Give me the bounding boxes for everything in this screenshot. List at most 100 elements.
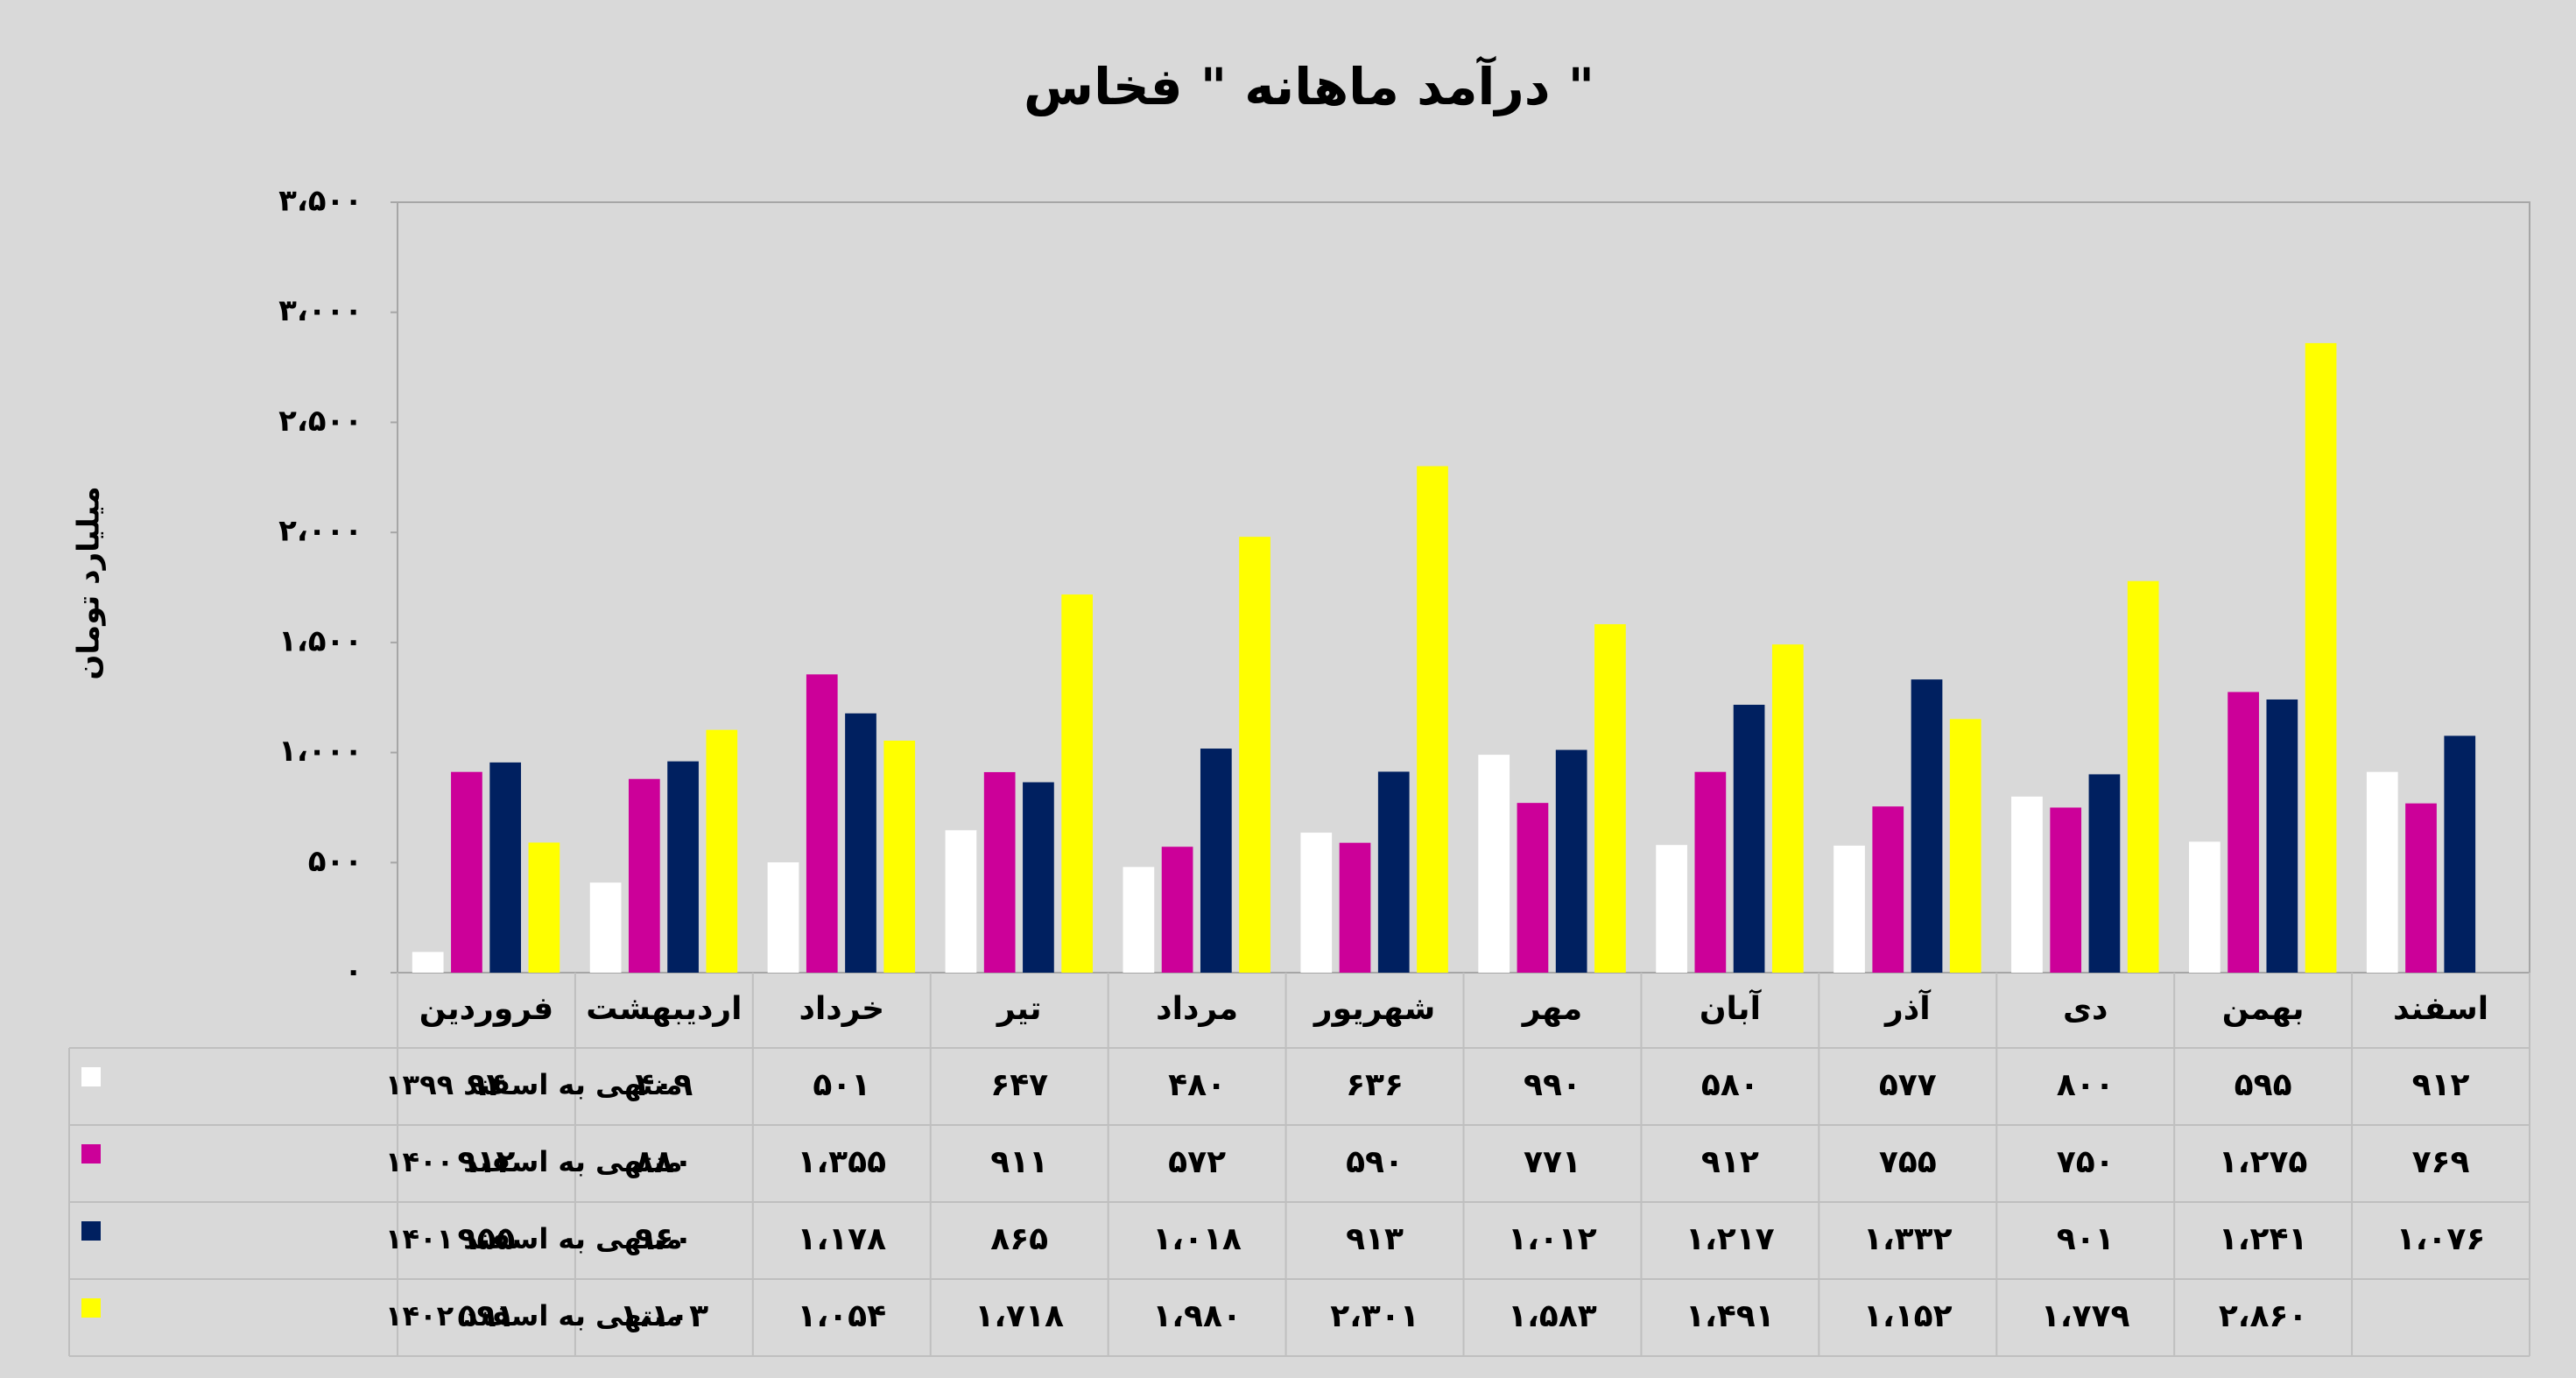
bar [845,713,876,973]
bar [1555,749,1587,973]
x-tick-label: خرداد [799,991,884,1027]
legend-swatch [81,1298,101,1318]
bar [1911,679,1943,973]
table-cell: ۱،۲۷۵ [2219,1144,2308,1180]
table-cell: ۱،۹۸۰ [1152,1298,1242,1334]
x-tick-label: آبان [1700,988,1763,1027]
table-cell: ۵۹۱ [457,1298,515,1334]
bar [883,740,916,973]
table-cell: ۱،۲۱۷ [1686,1221,1775,1257]
y-tick-label: ۲،۰۰۰ [278,514,362,549]
bar [412,952,444,973]
bar [1161,847,1193,973]
bar [2011,796,2043,973]
x-tick-label: شهریور [1313,991,1435,1027]
table-cell: ۷۶۹ [2412,1144,2470,1180]
table-cell: ۱،۳۵۵ [798,1144,887,1180]
table-cell: ۱،۷۱۸ [975,1298,1064,1334]
bar [628,778,660,973]
table-cell: ۹۴ [467,1067,505,1103]
x-tick-label: فروردین [419,991,553,1027]
table-cell: ۶۳۶ [1346,1067,1404,1103]
bar [806,674,838,973]
table-cell: ۱،۲۴۱ [2219,1221,2308,1257]
bar [1339,842,1371,973]
y-tick-label: ۳،۵۰۰ [278,184,362,219]
table-cell: ۷۵۵ [1879,1144,1937,1180]
table-cell: ۵۹۰ [1346,1144,1404,1180]
table-cell: ۹۱۱ [990,1144,1048,1180]
table-cell: ۹۱۳ [1346,1221,1404,1257]
bar [1123,867,1155,973]
bar [1377,771,1410,973]
table-cell: ۱،۰۱۸ [1152,1221,1242,1257]
bar [2444,735,2476,973]
table-cell: ۵۷۲ [1168,1144,1226,1180]
y-axis-label: میلیارد تومان [72,486,107,679]
bar [767,862,799,973]
x-tick-label: مرداد [1156,991,1238,1027]
bar [2088,774,2121,973]
bar [1061,594,1094,973]
table-cell: ۱،۱۰۳ [620,1298,709,1334]
bar [1833,845,1865,973]
table-cell: ۹۱۲ [1701,1144,1759,1180]
table-cell: ۷۵۰ [2057,1144,2115,1180]
x-tick-label: تیر [996,991,1042,1027]
table-cell: ۸۶۵ [990,1221,1048,1257]
table-cell: ۵۰۱ [813,1067,870,1103]
bar [2405,803,2437,973]
bar [1023,782,1054,973]
x-tick-label: مهر [1521,991,1582,1027]
table-cell: ۹۶۰ [635,1221,693,1257]
bar [2266,699,2298,973]
bar [1300,833,1333,973]
x-tick-label: آذر [1883,988,1932,1027]
y-tick-label: ۵۰۰ [308,844,362,879]
legend-swatch [81,1144,101,1164]
bar [667,761,699,973]
bar [1417,466,1448,973]
bar [1517,803,1549,973]
bar [1239,537,1270,973]
table-cell: ۱،۷۷۹ [2041,1298,2130,1334]
legend-label: منتهی به اسفند ۱۳۹۹ [385,1068,682,1101]
table-cell: ۱،۱۷۸ [798,1221,887,1257]
bar [1200,749,1232,973]
bar [1594,623,1626,973]
table-cell: ۴۸۰ [1168,1067,1226,1103]
table-cell: ۱،۱۵۲ [1863,1298,1953,1334]
y-tick-label: ۳،۰۰۰ [278,293,362,328]
table-cell: ۴۰۹ [635,1067,693,1103]
table-cell: ۱،۵۸۳ [1508,1298,1597,1334]
bar [489,762,522,973]
bar [1771,644,1804,973]
legend-label: منتهی به اسفند ۱۴۰۰ [385,1145,682,1178]
table-cell: ۱،۰۱۲ [1508,1221,1597,1257]
y-tick-label: ۲،۵۰۰ [278,404,362,439]
table-cell: ۸۰۰ [2057,1067,2115,1103]
table-cell: ۹۵۵ [457,1221,515,1257]
table-cell: ۷۷۱ [1524,1144,1581,1180]
table-cell: ۱،۳۳۲ [1863,1221,1953,1257]
table-cell: ۲،۳۰۱ [1330,1298,1419,1334]
bar [1949,719,1981,973]
legend-swatch [81,1221,101,1241]
table-cell: ۹۹۰ [1524,1067,1581,1103]
bar [451,771,482,973]
y-tick-label: ۰ [344,954,362,989]
table-cell: ۸۸۰ [635,1144,693,1180]
chart-title: درآمد ماهانه " فخاس " [1024,55,1594,116]
table-cell: ۱،۰۵۴ [798,1298,887,1334]
table-cell: ۹۰۱ [2057,1221,2115,1257]
bar [2050,807,2082,973]
x-tick-label: اسفند [2393,991,2488,1027]
table-cell: ۲،۸۶۰ [2219,1298,2308,1334]
table-cell: ۹۱۲ [457,1144,515,1180]
bar [983,771,1016,973]
table-cell: ۵۹۵ [2235,1067,2292,1103]
table-cell: ۹۱۲ [2412,1067,2470,1103]
bar [945,830,977,973]
table-cell: ۱،۴۹۱ [1686,1298,1775,1334]
